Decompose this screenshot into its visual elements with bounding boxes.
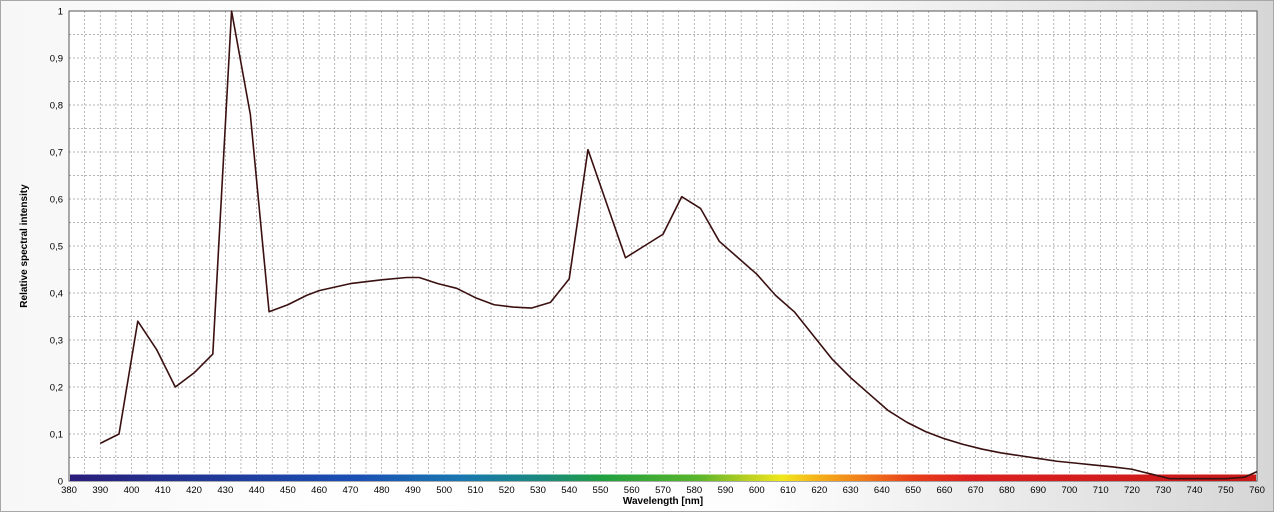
y-tick-label: 0,5 xyxy=(50,242,63,253)
x-tick-label: 410 xyxy=(155,485,171,496)
x-tick-label: 710 xyxy=(1093,485,1109,496)
x-tick-label: 720 xyxy=(1124,485,1140,496)
x-tick-label: 400 xyxy=(124,485,140,496)
x-tick-label: 670 xyxy=(968,485,984,496)
x-tick-label: 600 xyxy=(749,485,765,496)
x-tick-label: 510 xyxy=(467,485,483,496)
y-tick-label: 0,1 xyxy=(50,430,63,441)
x-tick-label: 640 xyxy=(874,485,890,496)
x-tick-label: 470 xyxy=(342,485,358,496)
x-tick-label: 380 xyxy=(61,485,77,496)
x-tick-label: 500 xyxy=(436,485,452,496)
x-tick-label: 620 xyxy=(811,485,827,496)
visible-spectrum-bar xyxy=(70,474,1256,481)
x-tick-labels: 380 390 400 410 420 430 440 450 460 470 480 490 500 5… xyxy=(61,485,1265,496)
x-tick-label: 750 xyxy=(1218,485,1234,496)
x-tick-label: 740 xyxy=(1187,485,1203,496)
x-tick-label: 530 xyxy=(530,485,546,496)
x-tick-label: 730 xyxy=(1155,485,1171,496)
x-tick-label: 660 xyxy=(936,485,952,496)
y-tick-label: 0,8 xyxy=(50,101,63,112)
x-tick-label: 560 xyxy=(624,485,640,496)
x-tick-label: 390 xyxy=(92,485,108,496)
x-tick-label: 460 xyxy=(311,485,327,496)
y-axis-title: Relative spectral intensity xyxy=(19,184,30,308)
y-tick-label: 0,2 xyxy=(50,383,63,394)
x-tick-label: 610 xyxy=(780,485,796,496)
x-tick-label: 520 xyxy=(499,485,515,496)
x-tick-label: 760 xyxy=(1249,485,1265,496)
x-tick-label: 420 xyxy=(186,485,202,496)
x-tick-label: 440 xyxy=(249,485,265,496)
y-tick-label: 0 xyxy=(58,477,63,488)
x-tick-label: 630 xyxy=(843,485,859,496)
y-tick-label: 0,9 xyxy=(50,54,63,65)
x-tick-label: 450 xyxy=(280,485,296,496)
x-tick-label: 550 xyxy=(593,485,609,496)
x-tick-label: 580 xyxy=(686,485,702,496)
series-line xyxy=(99,10,1258,480)
x-tick-label: 650 xyxy=(905,485,921,496)
y-tick-label: 0,4 xyxy=(50,289,63,300)
x-tick-label: 690 xyxy=(1030,485,1046,496)
x-tick-label: 570 xyxy=(655,485,671,496)
x-tick-label: 700 xyxy=(1061,485,1077,496)
x-tick-label: 590 xyxy=(718,485,734,496)
x-tick-label: 540 xyxy=(561,485,577,496)
x-axis-title: Wavelength [nm] xyxy=(623,496,703,507)
x-tick-label: 480 xyxy=(374,485,390,496)
y-tick-label: 0,7 xyxy=(50,148,63,159)
x-tick-label: 490 xyxy=(405,485,421,496)
x-tick-label: 430 xyxy=(217,485,233,496)
y-tick-labels: 0 0,1 0,2 0,3 0,4 0,5 0,6 0,7 0,8 0,9 1 xyxy=(50,7,63,488)
y-tick-label: 1 xyxy=(58,7,63,18)
y-tick-label: 0,3 xyxy=(50,336,63,347)
x-tick-label: 680 xyxy=(999,485,1015,496)
y-tick-label: 0,6 xyxy=(50,195,63,206)
